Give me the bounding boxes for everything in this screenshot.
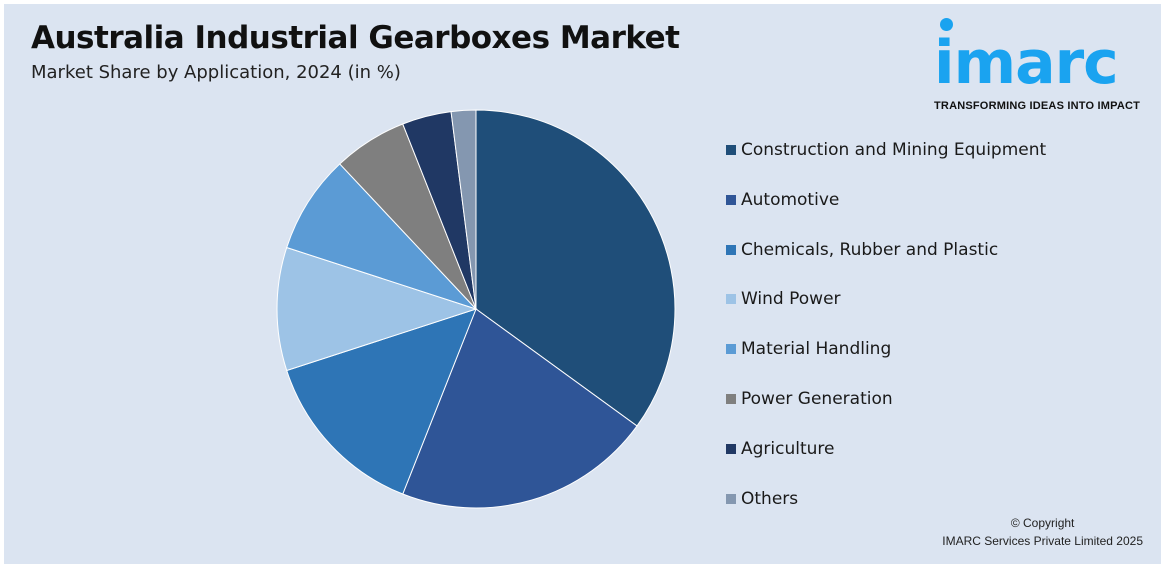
pie-slice-construction-and-mining-equipment [475, 109, 676, 427]
pie-slice-automotive [402, 308, 638, 509]
legend-label: Chemicals, Rubber and Plastic [741, 239, 999, 260]
legend-swatch [726, 394, 736, 404]
chart-frame: Australia Industrial Gearboxes Market Ma… [4, 4, 1161, 564]
copyright-line: © Copyright [1010, 516, 1075, 530]
legend-item: Material Handling [726, 338, 891, 360]
legend-label: Others [741, 488, 799, 509]
legend-swatch [726, 294, 736, 305]
legend-label: Wind Power [741, 289, 841, 310]
logo-dot [940, 18, 953, 31]
legend-item: Chemicals, Rubber and Plastic [726, 239, 998, 261]
chart-title: Australia Industrial Gearboxes Market [31, 20, 680, 56]
logo-text: imarc [934, 28, 1119, 98]
legend-swatch [726, 145, 736, 155]
imarc-logo: imarc TRANSFORMING IDEAS INTO IMPACT [932, 12, 1157, 116]
legend-swatch [726, 443, 736, 454]
legend-item: Automotive [726, 189, 839, 211]
legend-item: Wind Power [726, 288, 841, 310]
pie-slice-material-handling [286, 163, 477, 310]
copyright: © Copyright IMARC Services Private Limit… [942, 514, 1143, 550]
legend-swatch [726, 244, 736, 255]
legend-label: Material Handling [741, 339, 892, 360]
logo-tagline: TRANSFORMING IDEAS INTO IMPACT [934, 100, 1141, 112]
chart-subtitle: Market Share by Application, 2024 (in %) [31, 62, 401, 83]
legend-item: Agriculture [726, 438, 835, 460]
legend-label: Agriculture [741, 438, 835, 459]
legend-swatch [726, 194, 736, 205]
legend-swatch [726, 493, 736, 504]
pie-chart [276, 109, 676, 509]
legend-item: Others [726, 488, 798, 510]
legend-swatch [726, 344, 736, 355]
legend-item: Power Generation [726, 388, 893, 410]
legend-label: Power Generation [741, 389, 893, 409]
legend-label: Automotive [741, 189, 840, 210]
legend-item: Construction and Mining Equipment [726, 139, 1046, 161]
pie-slice-others [450, 109, 477, 310]
pie-slice-wind-power [276, 246, 478, 372]
copyright-company: IMARC Services Private Limited 2025 [942, 534, 1143, 548]
legend-label: Construction and Mining Equipment [741, 140, 1047, 160]
